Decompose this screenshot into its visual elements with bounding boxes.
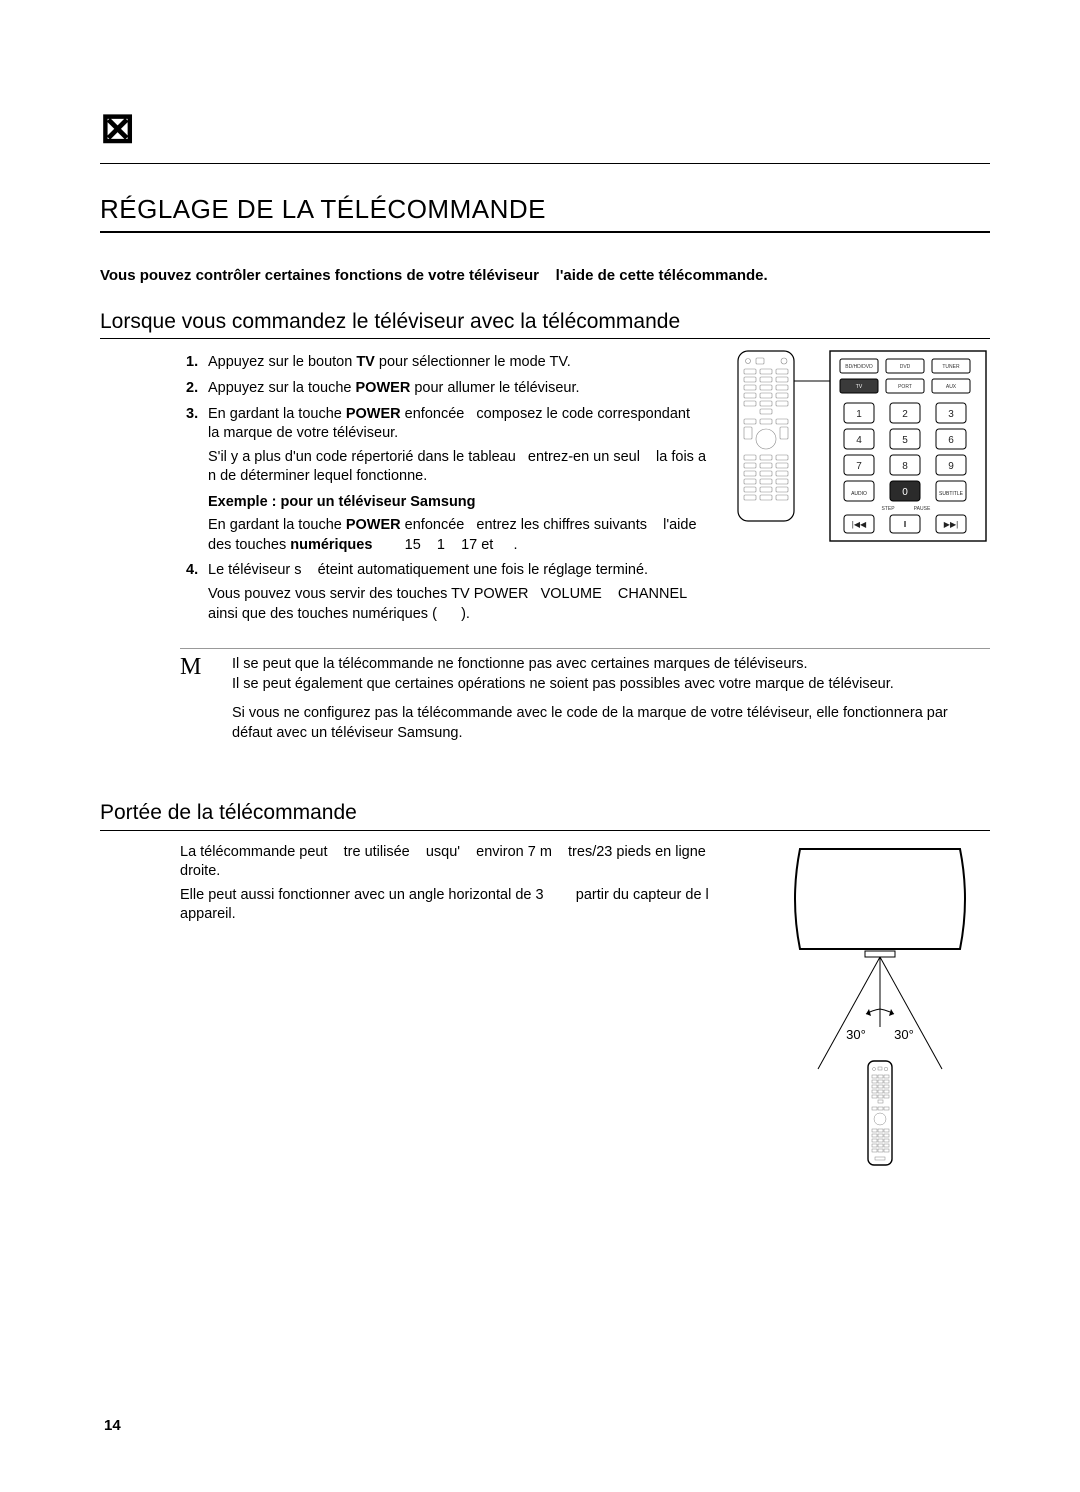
svg-text:3: 3 bbox=[948, 409, 954, 420]
page-title: RÉGLAGE DE LA TÉLÉCOMMANDE bbox=[100, 192, 990, 233]
svg-text:BD/HD/DVD: BD/HD/DVD bbox=[845, 364, 873, 370]
svg-text:TUNER: TUNER bbox=[942, 364, 960, 370]
range-diagram: 30° 30° bbox=[770, 839, 990, 1185]
intro-text: Vous pouvez contrôler certaines fonction… bbox=[100, 266, 990, 286]
note-1: Il se peut que la télécommande ne foncti… bbox=[232, 655, 990, 694]
page-number: 14 bbox=[104, 1416, 121, 1436]
step-1: Appuyez sur le bouton TV pour sélectionn… bbox=[208, 353, 716, 373]
svg-text:6: 6 bbox=[948, 435, 954, 446]
svg-text:30°: 30° bbox=[846, 1027, 866, 1042]
svg-text:STEP: STEP bbox=[881, 506, 895, 512]
note-glyph: M bbox=[180, 655, 208, 753]
svg-text:7: 7 bbox=[856, 461, 862, 472]
svg-text:TV: TV bbox=[856, 384, 863, 390]
svg-text:9: 9 bbox=[948, 461, 954, 472]
range-text: La télécommande peut tre utilisée usqu' … bbox=[100, 839, 730, 1185]
section2-heading: Portée de la télécommande bbox=[100, 799, 990, 830]
svg-text:1: 1 bbox=[856, 409, 862, 420]
svg-text:SUBTITLE: SUBTITLE bbox=[939, 491, 964, 497]
step-2: Appuyez sur la touche POWER pour allumer… bbox=[208, 379, 716, 399]
svg-text:AUDIO: AUDIO bbox=[851, 491, 867, 497]
section1-heading: Lorsque vous commandez le téléviseur ave… bbox=[100, 308, 990, 339]
svg-text:8: 8 bbox=[902, 461, 908, 472]
step-4: Le téléviseur s éteint automatiquement u… bbox=[208, 561, 716, 624]
svg-text:4: 4 bbox=[856, 435, 862, 446]
header-glyph: ⊠ bbox=[100, 100, 990, 164]
svg-text:30°: 30° bbox=[894, 1027, 914, 1042]
note-2: Si vous ne configurez pas la télécommand… bbox=[232, 704, 990, 743]
remote-diagram: BD/HD/DVD DVD TUNER TV PORT AUX 1 2 3 4 … bbox=[734, 347, 990, 630]
svg-text:2: 2 bbox=[902, 409, 908, 420]
svg-text:|◀◀: |◀◀ bbox=[852, 520, 867, 529]
svg-text:5: 5 bbox=[902, 435, 908, 446]
svg-text:▶▶|: ▶▶| bbox=[944, 520, 958, 529]
steps-list: Appuyez sur le bouton TV pour sélectionn… bbox=[100, 353, 716, 624]
svg-text:0: 0 bbox=[902, 487, 908, 498]
step-3: En gardant la touche POWER enfoncée comp… bbox=[208, 405, 716, 556]
notes-block: M Il se peut que la télécommande ne fonc… bbox=[180, 648, 990, 753]
svg-text:PORT: PORT bbox=[898, 384, 912, 390]
svg-text:PAUSE: PAUSE bbox=[914, 506, 931, 512]
svg-text:DVD: DVD bbox=[900, 364, 911, 370]
svg-text:AUX: AUX bbox=[946, 384, 957, 390]
svg-text:‖: ‖ bbox=[903, 520, 906, 529]
